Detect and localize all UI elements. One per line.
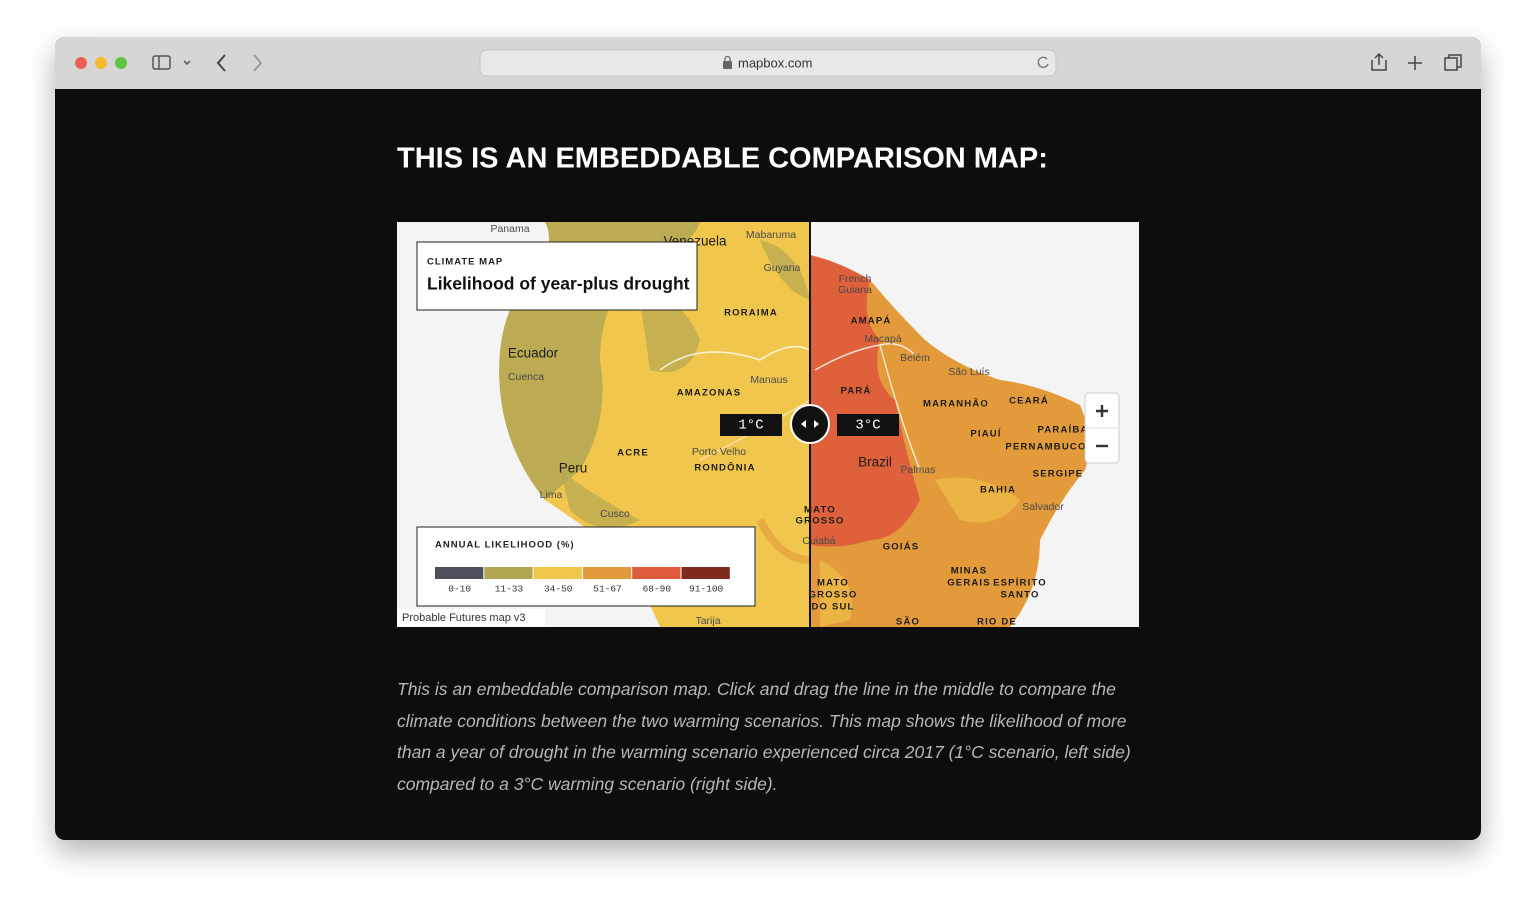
place-label: RONDÔNIA: [694, 462, 755, 474]
left-scenario-badge: [720, 414, 782, 436]
place-label: Salvador: [1022, 501, 1064, 513]
legend-label: 0-10: [448, 584, 471, 595]
legend-swatch: [582, 567, 632, 579]
place-label: GERAIS: [947, 578, 991, 589]
place-label: Panama: [490, 223, 529, 235]
place-label: Cuiabá: [802, 535, 835, 547]
legend-swatch: [435, 567, 484, 579]
place-label: MATO: [817, 578, 849, 589]
place-label: BAHIA: [980, 485, 1016, 496]
legend-label: 51-67: [593, 584, 622, 595]
legend-label: 34-50: [544, 584, 573, 595]
place-label: French: [839, 273, 872, 285]
place-label: MATO: [804, 505, 836, 516]
map-title-card: [416, 241, 698, 311]
place-label: AMAZONAS: [677, 388, 742, 399]
place-label: MARANHÃO: [923, 399, 989, 410]
zoom-controls: [1084, 392, 1120, 464]
place-label: MINAS: [951, 566, 988, 577]
legend-items: 0-10 11-33 34-50 51-67 68-90 91-100: [435, 567, 730, 595]
tabs-button[interactable]: [1444, 54, 1462, 71]
place-label: GROSSO: [796, 516, 845, 527]
sidebar-button[interactable]: [152, 55, 191, 70]
place-label: Cusco: [600, 508, 630, 520]
place-label: RORAIMA: [724, 308, 778, 319]
slider-handle[interactable]: [790, 404, 830, 444]
url: mapbox.com: [738, 55, 812, 70]
place-label: AMAPÁ: [851, 316, 892, 327]
place-label: São Luís: [948, 366, 989, 378]
place-label: Manaus: [750, 374, 787, 386]
new-tab-button[interactable]: [1408, 56, 1422, 70]
place-label: Porto Velho: [692, 446, 746, 458]
legend-label: 11-33: [495, 584, 524, 595]
place-label: GOIÁS: [883, 542, 920, 553]
place-label: Lima: [540, 489, 563, 501]
heading: THIS IS AN EMBEDDABLE COMPARISON MAP:: [397, 143, 1048, 175]
legend-swatch: [533, 567, 582, 579]
legend-swatch: [632, 567, 681, 579]
right-scenario-badge: [837, 414, 899, 436]
right-scenario: 3°C: [855, 418, 880, 434]
place-label: PARÁ: [840, 386, 871, 397]
close-button[interactable]: [75, 57, 87, 69]
place-label: PARAÍBA: [1038, 425, 1089, 436]
forward-button[interactable]: [253, 54, 263, 72]
place-label: RIO DE: [977, 617, 1017, 628]
place-label: Tarija: [695, 615, 720, 627]
place-label: Macapá: [864, 333, 902, 345]
place-label: ESPÍRITO: [993, 578, 1047, 589]
place-label: SERGIPE: [1033, 469, 1084, 480]
reload-button[interactable]: [1037, 56, 1049, 69]
place-label: Ecuador: [508, 346, 559, 361]
place-label: SÃO: [896, 617, 920, 628]
place-label: DO SUL: [811, 602, 854, 613]
back-button[interactable]: [216, 54, 226, 72]
caption: This is an embeddable comparison map. Cl…: [397, 679, 1131, 794]
legend: [416, 526, 756, 607]
place-label: Mabaruma: [746, 229, 796, 241]
place-label: PERNAMBUCO: [1005, 442, 1086, 453]
lock-icon: [723, 61, 732, 69]
place-label: SANTO: [1000, 590, 1039, 601]
place-label: Peru: [559, 461, 588, 476]
place-label: Palmas: [900, 464, 935, 476]
place-label: GROSSO: [809, 590, 858, 601]
legend-title: ANNUAL LIKELIHOOD (%): [435, 540, 575, 551]
minimize-button[interactable]: [95, 57, 107, 69]
zoom-in[interactable]: [1096, 405, 1108, 417]
address-bar[interactable]: [479, 49, 1057, 77]
share-button[interactable]: [1371, 52, 1387, 71]
legend-swatch: [484, 567, 533, 579]
legend-label: 68-90: [643, 584, 672, 595]
place-label: ACRE: [617, 448, 649, 459]
place-label: Belém: [900, 352, 930, 364]
place-label: Guiana: [838, 284, 872, 296]
place-label: CEARÁ: [1009, 396, 1049, 407]
place-label: PIAUÍ: [970, 429, 1001, 440]
left-scenario: 1°C: [738, 418, 763, 434]
attribution: Probable Futures map v3: [402, 612, 526, 624]
place-label: Brazil: [858, 455, 892, 470]
place-label: Guyana: [764, 262, 801, 274]
place-label: Cuenca: [508, 371, 544, 383]
eyebrow: CLIMATE MAP: [427, 257, 503, 268]
zoom-button[interactable]: [115, 57, 127, 69]
legend-label: 91-100: [689, 584, 724, 595]
map-title: Likelihood of year-plus drought: [427, 274, 690, 294]
legend-swatch: [681, 567, 730, 579]
